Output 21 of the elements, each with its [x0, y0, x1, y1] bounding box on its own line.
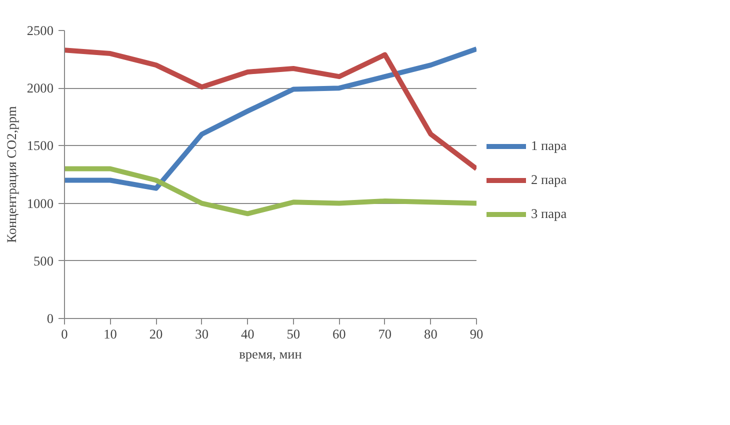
- y-tick-label: 1000: [26, 196, 54, 211]
- x-tick-label: 0: [61, 326, 68, 342]
- x-tick-label: 30: [195, 326, 209, 342]
- x-tick-label: 40: [240, 326, 255, 342]
- x-tick-label: 10: [104, 326, 118, 342]
- x-tick-label: 60: [332, 326, 346, 342]
- x-tick-label: 70: [378, 326, 392, 342]
- y-tick-label: 500: [34, 253, 54, 268]
- x-axis-title: время, мин: [239, 346, 302, 362]
- y-tick-label: 1500: [26, 138, 54, 154]
- y-tick-label: 2500: [26, 23, 54, 38]
- legend-label: 1 пара: [531, 138, 567, 154]
- legend-label: 3 пара: [531, 206, 567, 222]
- x-tick-label: 50: [286, 326, 300, 342]
- x-tick-label: 90: [470, 326, 484, 342]
- x-tick-label: 80: [424, 326, 438, 342]
- y-tick-label: 0: [46, 311, 54, 326]
- y-tick-label: 2000: [26, 80, 54, 96]
- legend-label: 2 пара: [531, 172, 567, 188]
- x-tick-label: 20: [149, 326, 164, 342]
- y-axis-title: Концентрация CO2,ppm: [4, 106, 19, 243]
